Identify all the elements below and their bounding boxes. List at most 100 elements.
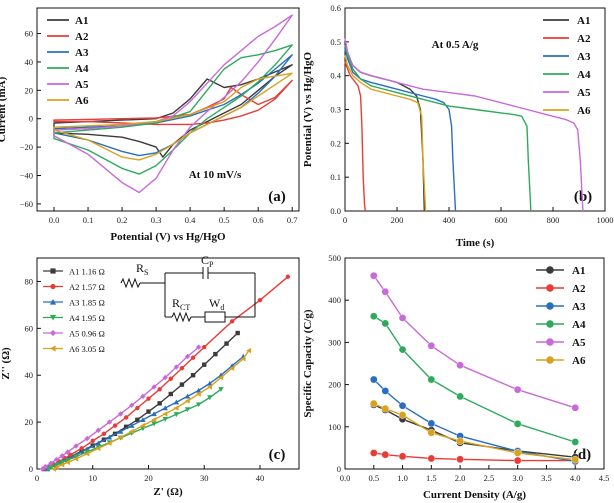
legend-label-b-a6: A6 [577,105,591,117]
eis-point-a3 [106,434,113,440]
eis-point-a5 [184,353,191,360]
eis-point-a2 [135,405,140,411]
y-tick-label-a: 60 [25,29,34,39]
eis-point-a5 [162,374,168,381]
x-axis-label-a: Potential (V) vs Hg/HgO [110,231,226,243]
capacity-point-a2 [398,452,407,461]
y-tick-label-b: 0.3 [330,105,341,115]
legend-label-a-a1: A1 [75,15,88,27]
capacity-point-a6 [456,437,464,445]
legend-label-c-a5: A5 0.96 Ω [69,329,105,339]
y-tick-label-b: 0.2 [330,138,341,148]
eis-point-a5 [84,435,90,442]
legend-label-a-a6: A6 [75,95,89,107]
annotation-current-density: At 0.5 A/g [432,39,479,51]
eis-point-a5 [73,443,79,449]
circuit-wd-main: W [209,296,221,310]
eis-point-a1 [123,424,129,429]
legend-label-a-a3: A3 [75,47,89,59]
eis-point-a6 [140,422,146,429]
eis-point-a2 [68,452,73,458]
capacity-point-a5 [571,404,580,412]
eis-point-a6 [207,384,213,390]
y-tick-label-b: 0.4 [330,71,341,81]
eis-point-a6 [117,434,123,441]
capacity-point-a6 [513,449,522,457]
legend-label-d-a2: A2 [572,283,586,295]
legend-label-b-a1: A1 [577,15,590,27]
legend-marker-d-a2 [546,284,554,292]
eis-point-a3 [195,387,202,393]
cv-curve-a6 [53,72,293,161]
x-tick-label-b: 400 [443,215,456,225]
cv-curve-a5 [53,14,293,194]
eis-point-a4 [48,465,54,471]
legend-label-a-a4: A4 [75,63,89,75]
y-axis-label-d: Specific Capacity (C/g) [302,309,314,417]
eis-point-a4 [45,466,51,472]
legend-marker-c-a6 [49,345,56,352]
y-tick-label-c: 0 [29,464,33,474]
legend-marker-c-a2 [50,283,56,290]
legend-label-d-a5: A5 [572,337,586,349]
y-axis-label-c: Z'' (Ω) [0,347,12,380]
plot-frame-a [36,7,300,212]
capacity-point-a3 [369,375,378,384]
eis-point-a1 [168,391,173,397]
plot-frame-d [344,257,605,470]
plot-frame-c [36,257,300,470]
gcd-curve-a6 [344,55,427,212]
eis-point-a4 [84,449,90,455]
eis-point-a6 [173,405,179,411]
eis-point-a1 [79,448,84,454]
panel-a-cv-chart: 0.0 0.1 0.2 0.3 0.4 0.5 0.6 0.7 −60 −40 −20 0 20 40 60… [0,7,300,243]
x-tick-label-c: 30 [200,473,209,483]
x-tick-label-d: 2.0 [455,473,466,483]
eis-point-a2 [146,396,151,401]
eis-point-a4 [151,421,157,427]
circuit-cp-main: C [201,253,209,267]
legend-label-c-a6: A6 3.05 Ω [69,344,105,354]
capacity-point-a6 [571,455,580,464]
y-tick-label-d: 300 [328,337,341,347]
legend-label-c-a3: A3 1.85 Ω [69,298,105,308]
eis-point-a1 [202,362,207,367]
x-tick-label-a: 0.3 [151,215,162,225]
eis-point-a4 [59,460,65,466]
eis-point-a3 [117,428,124,434]
gcd-curve-a4 [344,45,532,212]
eis-point-a1 [135,417,140,422]
eis-point-a2 [101,431,107,437]
y-tick-label-d: 400 [328,295,341,305]
capacity-point-a4 [427,375,436,384]
legend-marker-c-a5 [49,329,57,337]
y-tick-label-d: 200 [328,380,341,390]
y-tick-label-b: 0.0 [330,206,341,216]
eis-point-a6 [246,347,252,354]
capacity-point-a5 [513,385,522,394]
x-tick-label-d: 2.5 [484,473,495,483]
capacity-point-a4 [456,392,464,401]
x-tick-label-d: 3.5 [541,473,552,483]
x-tick-label-a: 0.2 [117,215,128,225]
x-axis-label-c: Z' (Ω) [153,486,183,498]
capacity-point-a2 [513,456,522,465]
legend-marker-c-a3 [49,298,57,305]
eis-point-a4 [173,412,180,418]
legend-marker-d-a1 [546,266,554,274]
eis-point-a3 [151,411,157,417]
eis-point-a2 [179,365,185,371]
x-tick-label-c: 0 [35,473,39,483]
circuit-cp-sub: P [209,260,214,269]
eis-point-a2 [123,415,129,420]
legend-label-b-a5: A5 [577,87,591,99]
x-tick-label-c: 10 [88,473,97,483]
gcd-curve-a2 [344,61,366,212]
eis-point-a2 [285,274,291,279]
legend-label-c-a1: A1 1.16 Ω [69,267,105,277]
capacity-point-a2 [369,449,378,457]
eis-point-a5 [117,411,124,417]
panel-label-c: (c) [269,447,286,463]
x-tick-label-a: 0.5 [219,215,230,225]
cv-curve-a1 [53,64,293,158]
